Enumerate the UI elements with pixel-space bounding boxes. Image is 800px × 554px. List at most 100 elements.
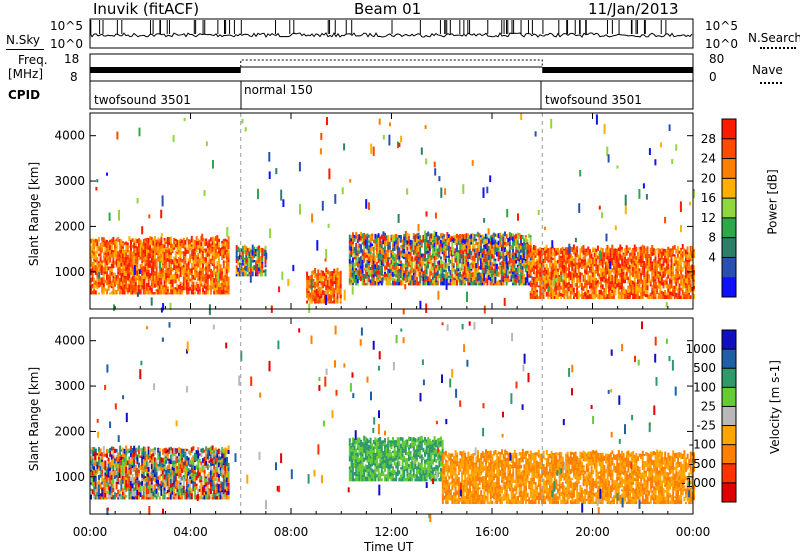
data-cell — [110, 247, 113, 250]
data-cell — [184, 275, 187, 280]
data-cell — [379, 246, 382, 250]
data-cell — [182, 244, 185, 249]
data-cell — [619, 291, 622, 296]
data-cell — [150, 493, 153, 497]
data-cell — [548, 247, 551, 251]
data-cell — [475, 279, 478, 283]
data-cell — [170, 274, 172, 277]
cpid-segment-1: twofsound 3501 — [94, 93, 191, 107]
data-cell — [128, 478, 131, 484]
data-cell — [390, 283, 393, 286]
data-cell — [571, 272, 574, 276]
data-cell — [328, 286, 331, 290]
data-cell — [152, 277, 155, 282]
data-cell — [395, 274, 398, 278]
data-cell — [432, 242, 434, 245]
data-cell — [507, 278, 510, 283]
data-cell — [214, 274, 217, 277]
data-cell — [592, 249, 595, 253]
data-cell — [131, 493, 134, 497]
data-cell — [133, 282, 136, 285]
data-cell — [187, 287, 190, 292]
data-cell — [258, 245, 261, 251]
data-cell — [107, 449, 110, 454]
data-cell — [636, 251, 639, 257]
data-cell — [534, 245, 537, 251]
data-cell — [106, 477, 108, 482]
data-cell — [179, 241, 182, 244]
data-cell — [112, 460, 115, 466]
data-speck — [316, 240, 319, 251]
data-cell — [98, 292, 100, 295]
data-cell — [227, 266, 230, 271]
data-cell — [141, 266, 144, 271]
data-cell — [617, 266, 620, 268]
data-cell — [534, 276, 537, 280]
data-cell — [641, 249, 644, 254]
data-cell — [259, 269, 262, 273]
data-cell — [214, 280, 217, 285]
data-cell — [227, 280, 230, 286]
data-cell — [114, 276, 116, 282]
data-cell — [475, 277, 478, 280]
data-cell — [564, 263, 567, 266]
data-cell — [636, 263, 639, 268]
data-cell — [147, 450, 150, 455]
data-cell — [98, 465, 100, 468]
data-cell — [628, 273, 631, 278]
data-cell — [438, 260, 441, 265]
data-cell — [649, 260, 652, 263]
data-cell — [117, 274, 120, 279]
data-cell — [125, 266, 128, 271]
data-cell — [676, 280, 679, 284]
data-cell — [576, 272, 579, 276]
data-cell — [659, 248, 662, 254]
data-cell — [476, 250, 479, 253]
data-cell — [571, 284, 574, 288]
data-cell — [393, 257, 396, 261]
data-cell — [130, 254, 132, 257]
data-cell — [555, 285, 558, 291]
data-cell — [440, 240, 442, 244]
data-cell — [122, 292, 124, 295]
data-cell — [601, 256, 604, 260]
data-cell — [577, 290, 580, 295]
data-cell — [622, 266, 625, 272]
data-cell — [555, 260, 558, 264]
data-cell — [691, 279, 694, 282]
data-cell — [465, 248, 468, 254]
data-cell — [617, 294, 620, 300]
data-cell — [110, 483, 113, 488]
data-cell — [532, 292, 535, 296]
data-cell — [112, 453, 115, 456]
data-cell — [561, 264, 564, 270]
data-cell — [577, 266, 580, 270]
data-cell — [203, 261, 206, 265]
data-cell — [577, 272, 580, 276]
data-cell — [524, 280, 527, 286]
data-cell — [369, 279, 372, 284]
data-cell — [670, 255, 673, 259]
data-cell — [126, 448, 129, 454]
data-cell — [98, 467, 100, 471]
data-speck — [487, 228, 490, 235]
data-cell — [309, 284, 312, 289]
data-cell — [372, 250, 375, 254]
data-cell — [646, 263, 649, 266]
data-speck — [108, 212, 111, 221]
data-cell — [261, 261, 264, 264]
data-cell — [542, 250, 545, 256]
data-cell — [504, 231, 506, 237]
data-cell — [202, 292, 204, 295]
data-cell — [454, 240, 457, 245]
data-cell — [91, 456, 94, 459]
data-cell — [593, 280, 596, 284]
data-speck — [483, 305, 486, 314]
data-cell — [622, 254, 625, 258]
data-cell — [654, 263, 657, 266]
data-cell — [672, 271, 675, 276]
data-cell — [318, 287, 321, 291]
data-cell — [608, 296, 611, 299]
data-cell — [160, 257, 163, 263]
data-cell — [656, 265, 659, 270]
